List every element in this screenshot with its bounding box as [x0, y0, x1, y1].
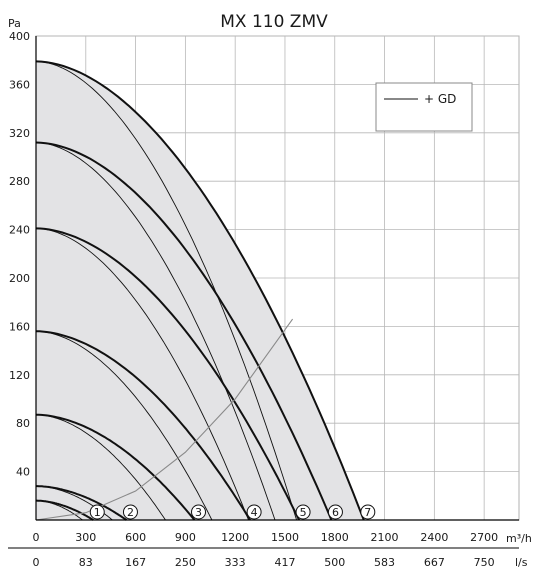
curve-label-2: 2: [122, 504, 138, 520]
curve-labels: 1 2 3 4 5 6 7: [89, 504, 376, 520]
x-tick-label: 600: [125, 531, 146, 544]
fan-curve-1: [36, 499, 94, 521]
curve-label-4: 4: [246, 504, 262, 520]
x2-tick-label: 500: [324, 556, 345, 567]
x2-tick-label: 667: [424, 556, 445, 567]
curve-label-text: 5: [300, 506, 307, 519]
curve-label-circle: [295, 504, 311, 520]
fan-curve-7: [35, 60, 365, 521]
gd-curve-7: [35, 60, 298, 521]
y-tick-label: 80: [16, 417, 30, 430]
x2-tick-label: 167: [125, 556, 146, 567]
y-tick-label: 40: [16, 466, 30, 479]
curve-label-1: 1: [89, 504, 105, 520]
x-axis-unit-label: m³/h: [506, 532, 532, 545]
curve-label-text: 3: [195, 506, 202, 519]
fan-curve-3: [35, 413, 196, 521]
curve-label-7: 7: [360, 504, 376, 520]
x-tick-label: 0: [33, 531, 40, 544]
system-curve: [35, 318, 294, 521]
x2-tick-label: 333: [225, 556, 246, 567]
axes: 4080120160200240280320360400003008360016…: [8, 30, 519, 569]
fan-curve-6: [35, 141, 333, 521]
curve-label-6: 6: [327, 504, 343, 520]
x-tick-label: 1200: [221, 531, 249, 544]
y-tick-label: 400: [9, 30, 30, 43]
y-tick-label: 280: [9, 175, 30, 188]
x-tick-label: 1500: [271, 531, 299, 544]
gd-curve-4: [35, 330, 213, 521]
curve-label-text: 7: [364, 506, 371, 519]
curve-label-circle: [246, 504, 262, 520]
legend-box: [375, 82, 473, 132]
legend-label: + GD: [424, 92, 456, 106]
x2-tick-label: 750: [474, 556, 495, 567]
x2-tick-label: 83: [79, 556, 93, 567]
fan-curve-4: [35, 330, 251, 521]
curve-label-circle: [89, 504, 105, 520]
gd-curve-6: [35, 142, 276, 521]
curve-label-text: 6: [332, 506, 339, 519]
y-tick-label: 360: [9, 78, 30, 91]
curve-label-3: 3: [191, 504, 207, 520]
x2-tick-label: 417: [274, 556, 295, 567]
y-tick-label: 200: [9, 272, 30, 285]
x2-axis-unit-label: l/s: [515, 556, 528, 567]
fan-curves: [35, 60, 365, 521]
curve-label-text: 1: [94, 506, 101, 519]
fan-curve-2: [36, 485, 128, 521]
fan-curve-5: [35, 227, 300, 521]
curve-label-circle: [360, 504, 376, 520]
curve-label-text: 4: [251, 506, 258, 519]
y-tick-label: 160: [9, 320, 30, 333]
y-axis-label: Pa: [8, 17, 21, 30]
operating-area-fill: [36, 61, 364, 521]
curve-label-circle: [122, 504, 138, 520]
x-tick-label: 300: [75, 531, 96, 544]
y-tick-label: 120: [9, 369, 30, 382]
y-tick-label: 240: [9, 224, 30, 237]
operating-area: [36, 61, 364, 521]
curve-label-circle: [191, 504, 207, 520]
x2-tick-label: 0: [33, 556, 40, 567]
x-tick-label: 900: [175, 531, 196, 544]
curve-label-5: 5: [295, 504, 311, 520]
x2-tick-label: 250: [175, 556, 196, 567]
curve-label-circle: [327, 504, 343, 520]
x-tick-label: 2400: [420, 531, 448, 544]
chart-title: MX 110 ZMV: [220, 12, 328, 32]
curve-label-text: 2: [127, 506, 134, 519]
gd-curve-3: [35, 414, 166, 521]
x2-tick-label: 583: [374, 556, 395, 567]
x-tick-label: 2700: [470, 531, 498, 544]
y-tick-label: 320: [9, 127, 30, 140]
x-tick-label: 2100: [371, 531, 399, 544]
x-tick-label: 1800: [321, 531, 349, 544]
gd-curve-5: [35, 227, 249, 521]
legend: + GD: [375, 82, 473, 132]
